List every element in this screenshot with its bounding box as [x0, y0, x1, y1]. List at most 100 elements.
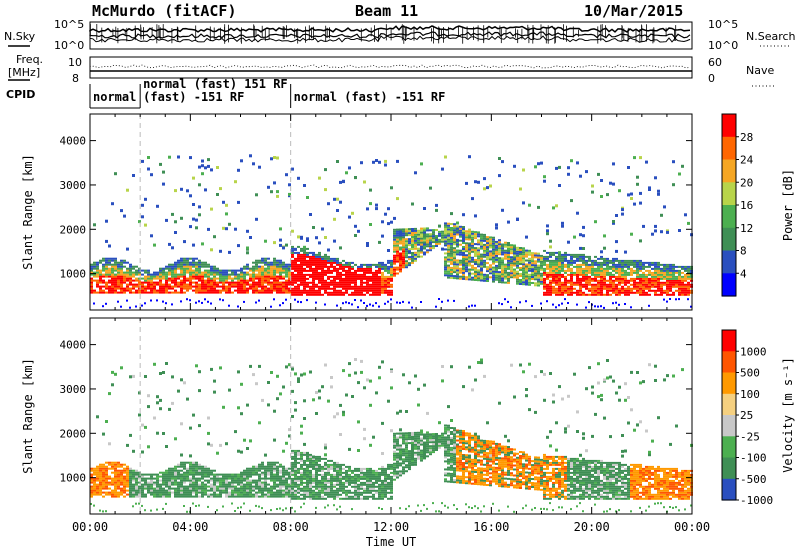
heatmap-cell [183, 463, 186, 466]
heatmap-cell [657, 273, 660, 276]
heatmap-cell [627, 291, 630, 294]
heatmap-cell [270, 305, 272, 308]
heatmap-cell [309, 287, 312, 290]
heatmap-cell [279, 269, 282, 272]
heatmap-cell [249, 487, 252, 490]
heatmap-cell [516, 262, 519, 265]
heatmap-cell [459, 233, 462, 236]
heatmap-cell [492, 242, 495, 245]
heatmap-cell [594, 269, 597, 272]
heatmap-cell [501, 251, 504, 254]
heatmap-cell [387, 259, 390, 262]
heatmap-cell [186, 473, 189, 476]
heatmap-cell [222, 279, 225, 282]
heatmap-cell [303, 263, 306, 266]
heatmap-cell [642, 291, 645, 294]
heatmap-cell [147, 491, 150, 494]
heatmap-cell [273, 461, 276, 464]
heatmap-cell [594, 259, 597, 262]
heatmap-cell [633, 261, 636, 264]
heatmap-cell [351, 291, 354, 294]
heatmap-cell [156, 487, 159, 490]
heatmap-cell [564, 251, 567, 254]
heatmap-cells [90, 358, 693, 513]
heatmap-cell [258, 275, 261, 278]
heatmap-cell [522, 201, 525, 205]
heatmap-cell [618, 265, 621, 268]
heatmap-cell [324, 279, 327, 282]
heatmap-cell [282, 261, 285, 264]
heatmap-cell [90, 485, 93, 488]
heatmap-cell [171, 469, 174, 472]
heatmap-cell [369, 287, 372, 290]
heatmap-cell [198, 491, 201, 494]
heatmap-cell [279, 263, 282, 266]
heatmap-cell [459, 239, 462, 242]
heatmap-cell [273, 481, 276, 484]
heatmap-cell [600, 293, 603, 296]
heatmap-cell [588, 275, 591, 278]
heatmap-cell [252, 265, 255, 268]
heatmap-cell [645, 291, 648, 294]
heatmap-cell [309, 473, 312, 476]
heatmap-cell [426, 233, 429, 236]
heatmap-cell [258, 477, 261, 480]
heatmap-cell [447, 248, 450, 251]
heatmap-cell [627, 259, 630, 262]
heatmap-cell [216, 485, 219, 488]
heatmap-cell [135, 477, 138, 480]
heatmap-cell [102, 259, 105, 262]
heatmap-cell [303, 281, 306, 284]
heatmap-cell [348, 285, 351, 288]
heatmap-cell [168, 493, 171, 496]
heatmap-cell [96, 471, 99, 474]
heatmap-cell [630, 192, 633, 196]
heatmap-cell [663, 289, 666, 292]
heatmap-cell [513, 244, 516, 247]
heatmap-cell [282, 246, 285, 250]
heatmap-cell [447, 274, 450, 277]
heatmap-cell [261, 465, 264, 468]
heatmap-cell [507, 252, 510, 254]
heatmap-cell [297, 451, 300, 454]
heatmap-cell [396, 248, 399, 251]
heatmap-cell [306, 491, 309, 494]
heatmap-cell [606, 265, 609, 268]
heatmap-cell [360, 285, 363, 288]
heatmap-cell [630, 279, 633, 282]
heatmap-cell [195, 481, 198, 484]
heatmap-cell [105, 219, 108, 223]
heatmap-cell [165, 273, 168, 276]
heatmap-cell [294, 279, 297, 282]
heatmap-cell [510, 272, 513, 275]
heatmap-cell [312, 465, 315, 468]
heatmap-cell [219, 491, 222, 494]
heatmap-cell [318, 285, 321, 288]
heatmap-cell [114, 267, 117, 270]
heatmap-cell [474, 251, 477, 253]
heatmap-cell [261, 485, 264, 488]
heatmap-cell [390, 267, 393, 270]
heatmap-cell [252, 473, 255, 476]
heatmap-cell [246, 479, 249, 482]
heatmap-cell [117, 479, 120, 482]
heatmap-cell [93, 485, 96, 488]
heatmap-cell [111, 481, 114, 484]
heatmap-cell [243, 495, 246, 498]
heatmap-cell [159, 489, 162, 492]
heatmap-cell [195, 281, 198, 284]
heatmap-cell [597, 285, 600, 288]
heatmap-cell [516, 272, 519, 275]
heatmap-cell [258, 285, 261, 288]
heatmap-cell [567, 261, 570, 264]
heatmap-cell [540, 282, 543, 285]
heatmap-cell [126, 261, 129, 264]
heatmap-cell [384, 159, 387, 163]
heatmap-cell [657, 277, 660, 280]
heatmap-cell [450, 260, 453, 263]
heatmap-cell [291, 253, 294, 256]
heatmap-cell [180, 483, 183, 486]
heatmap-cell [450, 246, 453, 249]
heatmap-cell [273, 285, 276, 288]
heatmap-cell [366, 242, 369, 245]
